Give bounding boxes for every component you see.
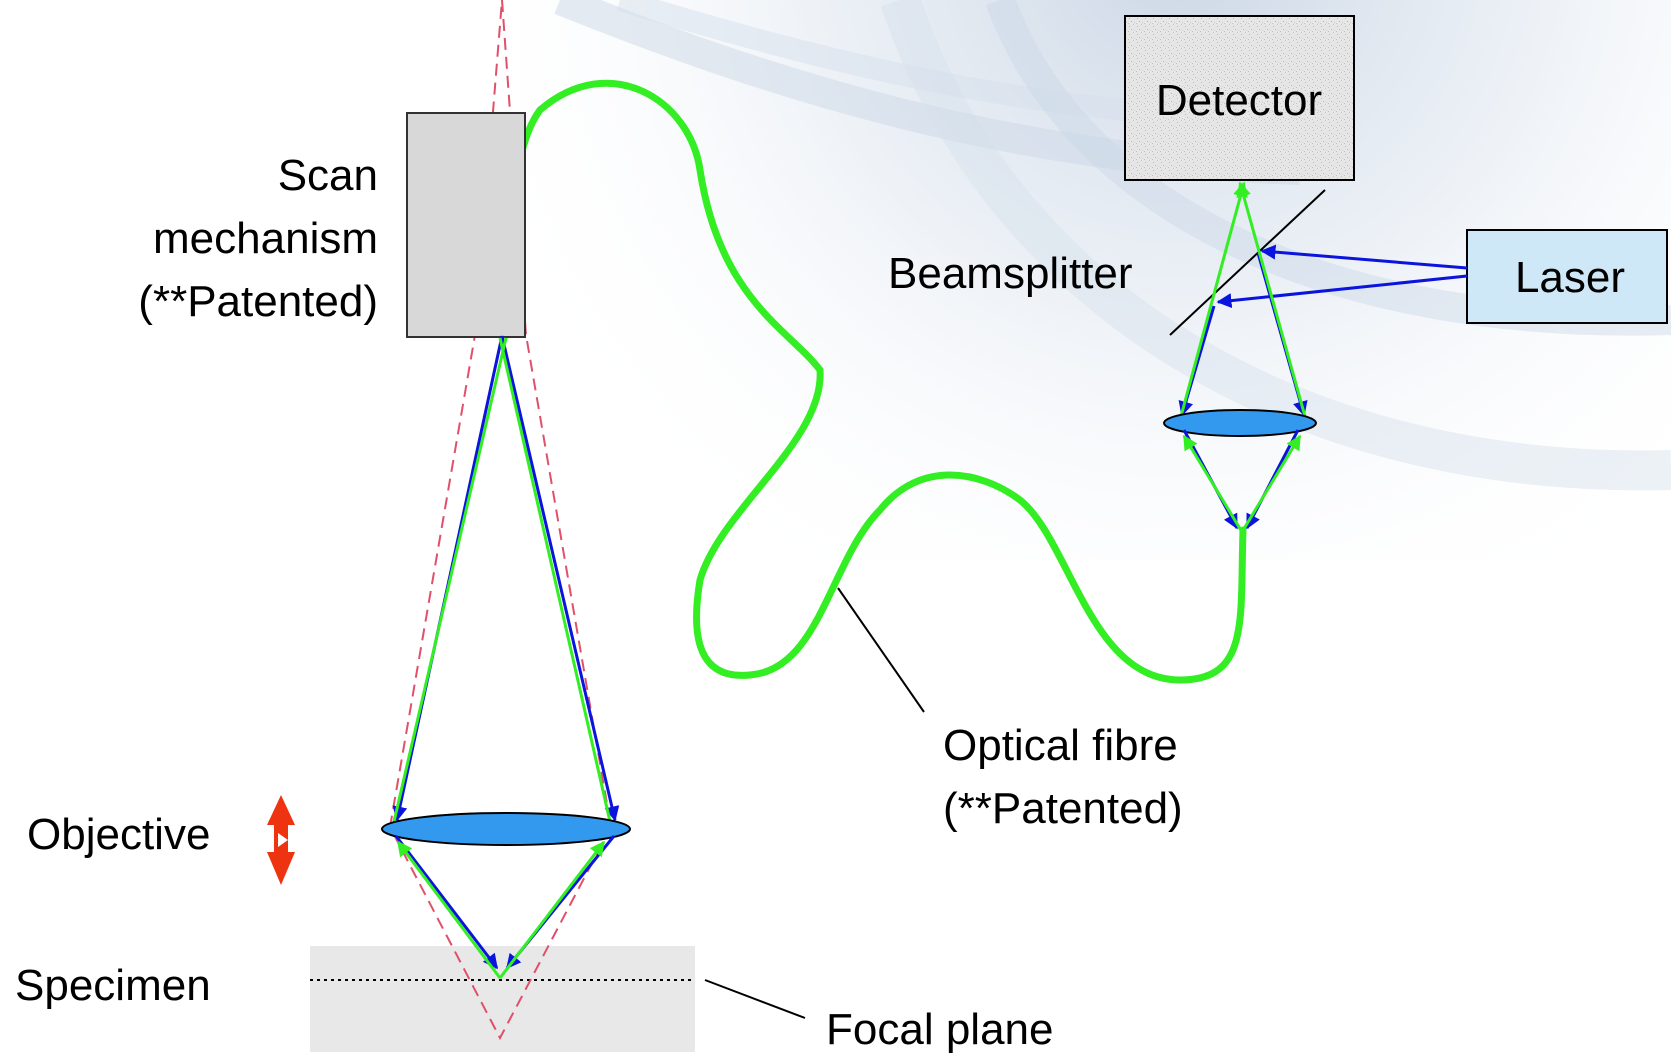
laser-beam-lower bbox=[1216, 274, 1468, 309]
scan-mechanism-label-line2: mechanism bbox=[153, 214, 378, 263]
detector-label: Detector bbox=[1156, 76, 1322, 125]
detector-box bbox=[1124, 15, 1355, 181]
return-ray-left-lower bbox=[396, 840, 502, 979]
return-ray-right-upper bbox=[498, 337, 613, 827]
scan-mechanism-box bbox=[406, 112, 526, 338]
specimen-label: Specimen bbox=[15, 961, 211, 1010]
return-ray-right-fibre bbox=[1240, 434, 1302, 533]
optical-fibre bbox=[503, 79, 1247, 684]
focal-plane-label: Focal plane bbox=[826, 1005, 1053, 1054]
objective-lens bbox=[381, 812, 631, 846]
excitation-ray-right-upper bbox=[500, 335, 620, 822]
beamsplitter-label: Beamsplitter bbox=[888, 249, 1133, 298]
return-ray-left-fibre bbox=[1182, 434, 1244, 533]
return-ray-left-detector bbox=[1178, 181, 1248, 421]
objective-label: Objective bbox=[27, 810, 210, 859]
optical-fibre-leader-line bbox=[837, 587, 925, 713]
return-ray-left-upper bbox=[391, 337, 508, 827]
laser-box bbox=[1466, 229, 1668, 324]
scan-mechanism-label-line1: Scan bbox=[278, 151, 378, 200]
beamsplitter-mirror bbox=[1169, 189, 1326, 336]
laser-label: Laser bbox=[1515, 253, 1625, 302]
scan-mechanism-label-line3: (**Patented) bbox=[138, 277, 378, 326]
specimen-block bbox=[310, 946, 695, 1052]
optical-fibre-label-line1: Optical fibre bbox=[943, 721, 1178, 770]
excitation-ray-left-lower bbox=[394, 835, 499, 970]
laser-beam-upper bbox=[1260, 244, 1468, 270]
return-ray-right-lower bbox=[498, 840, 606, 979]
optical-fibre-label-line2: (**Patented) bbox=[943, 784, 1183, 833]
focal-plane-leader-line bbox=[704, 979, 806, 1019]
return-ray-right-detector bbox=[1236, 181, 1308, 421]
collimating-lens bbox=[1163, 409, 1317, 437]
double-headed-vertical-arrow-icon bbox=[267, 795, 295, 885]
